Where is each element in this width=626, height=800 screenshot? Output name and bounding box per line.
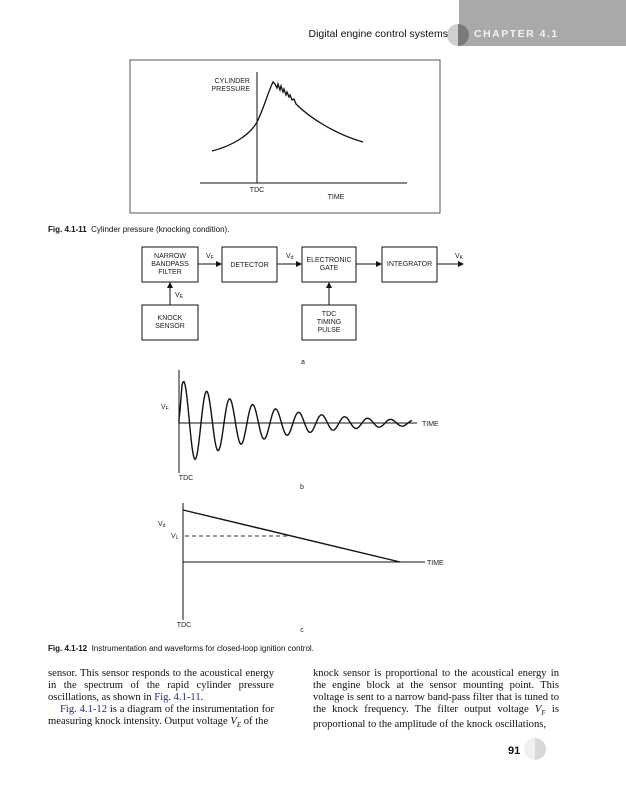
text: is proportional to the amplitude of the … xyxy=(313,704,559,731)
panel-b-label: b xyxy=(300,484,304,491)
chapter-band xyxy=(459,0,626,46)
vf-label: VF xyxy=(206,253,214,261)
vd-label: Vd xyxy=(286,253,294,261)
fig-4-1-12-link[interactable]: Fig. 4.1-12 xyxy=(60,704,107,715)
vl-label: VL xyxy=(171,533,179,541)
vk-label: VK xyxy=(455,253,464,261)
block-label: KNOCK xyxy=(158,315,183,322)
page-number-decoration xyxy=(524,738,546,760)
figure-4-1-12-caption: Fig. 4.1-12 Instrumentation and waveform… xyxy=(48,644,314,653)
vf-axis-label: VF xyxy=(161,404,169,412)
block-label: DETECTOR xyxy=(230,262,268,269)
tdc-label: TDC xyxy=(179,475,193,482)
block-label: TDC xyxy=(322,311,336,318)
text: . xyxy=(200,692,204,703)
block-label: BANDPASS xyxy=(151,261,189,268)
paragraph: Fig. 4.1-12 is a diagram of the instrume… xyxy=(48,704,274,731)
text: knock sensor is proportional to the acou… xyxy=(313,668,559,715)
var-sub: E xyxy=(236,721,242,730)
time-label: TIME xyxy=(427,560,444,567)
var-sub: F xyxy=(541,709,546,718)
paragraph: knock sensor is proportional to the acou… xyxy=(313,668,559,731)
figure-4-1-11-caption: Fig. 4.1-11 Cylinder pressure (knocking … xyxy=(48,225,229,234)
ylabel-line2: PRESSURE xyxy=(211,86,250,93)
time-label: TIME xyxy=(328,194,345,201)
pressure-curve xyxy=(211,80,364,152)
text: is a diagram of the instrumentation for … xyxy=(48,704,274,727)
panel-c-label: c xyxy=(300,627,304,634)
block-label: PULSE xyxy=(318,327,341,334)
ylabel-line1: CYLINDER xyxy=(215,78,250,85)
waveform-c: Vd VL TIME TDC c xyxy=(158,503,444,634)
page-number: 91 xyxy=(508,745,521,757)
caption-text: Cylinder pressure (knocking condition). xyxy=(91,225,230,234)
var: V xyxy=(534,704,542,715)
block-label: SENSOR xyxy=(155,323,185,330)
fig-4-1-11-link[interactable]: Fig. 4.1-11 xyxy=(154,692,201,703)
ve-label: VE xyxy=(175,292,184,300)
block-label: FILTER xyxy=(158,269,182,276)
tdc-label: TDC xyxy=(250,187,264,194)
figure-4-1-11: CYLINDER PRESSURE TDC TIME xyxy=(129,59,441,214)
time-label: TIME xyxy=(422,421,439,428)
body-column-right: knock sensor is proportional to the acou… xyxy=(313,668,559,731)
knock-oscillation-curve xyxy=(178,380,413,461)
block-label: ELECTRONIC xyxy=(306,257,351,264)
caption-text: Instrumentation and waveforms for closed… xyxy=(91,644,314,653)
block-diagram: NARROW BANDPASS FILTER DETECTOR ELECTRON… xyxy=(141,246,464,366)
decay-ramp xyxy=(182,509,401,563)
block-label: GATE xyxy=(320,265,339,272)
figure-frame xyxy=(129,59,441,214)
caption-number: Fig. 4.1-11 xyxy=(48,225,87,234)
running-title: Digital engine control systems xyxy=(308,28,448,40)
block-label: NARROW xyxy=(154,253,186,260)
paragraph: sensor. This sensor responds to the acou… xyxy=(48,668,274,704)
panel-a-label: a xyxy=(301,359,305,366)
text: sensor. This sensor responds to the acou… xyxy=(48,668,274,703)
tdc-label: TDC xyxy=(177,622,191,629)
block-label: TIMING xyxy=(317,319,342,326)
block-label: INTEGRATOR xyxy=(387,261,432,268)
vd-axis-label: Vd xyxy=(158,521,166,529)
text: of the xyxy=(241,716,269,727)
var: V xyxy=(230,716,237,727)
caption-number: Fig. 4.1-12 xyxy=(48,644,88,653)
chapter-label: CHAPTER 4.1 xyxy=(474,28,559,40)
waveform-b: VF TIME TDC b xyxy=(161,370,439,491)
body-column-left: sensor. This sensor responds to the acou… xyxy=(48,668,274,731)
header-circle-decoration xyxy=(447,24,469,46)
